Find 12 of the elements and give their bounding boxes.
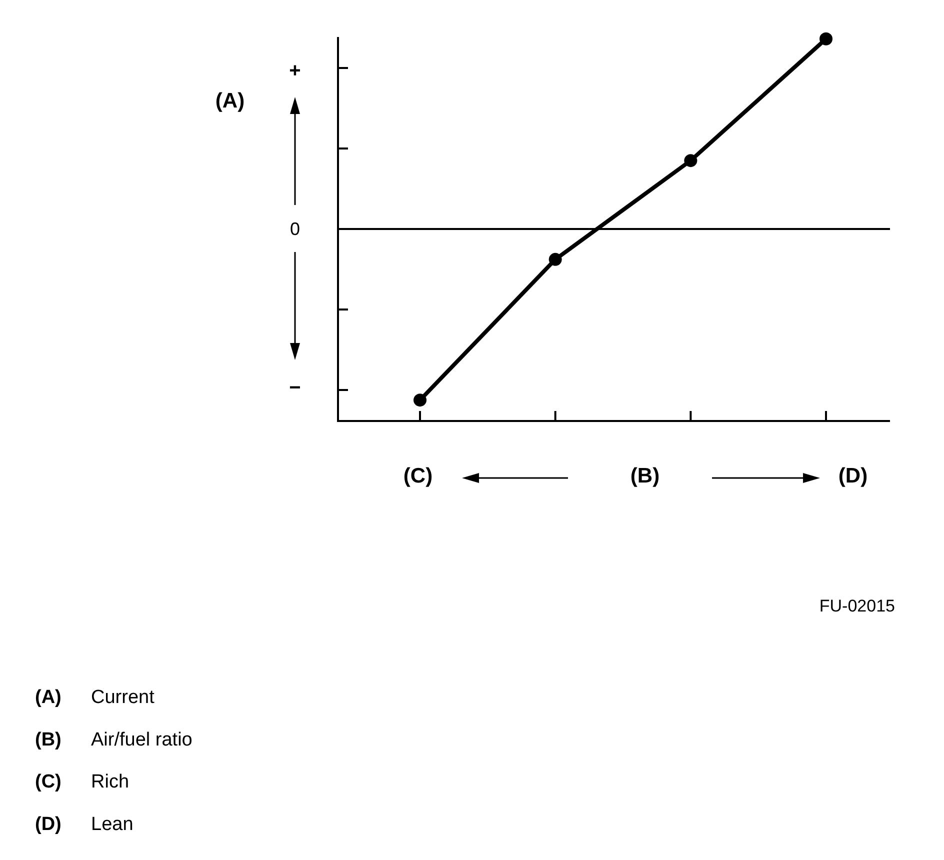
text: (C) [403,464,433,488]
text: (D) Lean [35,813,134,834]
text: (B) Air/fuel ratio [35,728,192,750]
text: + [289,60,301,82]
text: − [289,377,301,399]
text: (C) Rich [35,771,130,792]
x-axis-title: (B) [630,464,660,488]
text: 0 [290,219,300,239]
y-axis-title: (A) [215,90,245,112]
text: (A) Current [35,686,154,708]
text: FU-02015 [819,596,895,616]
text: (D) [838,464,868,488]
